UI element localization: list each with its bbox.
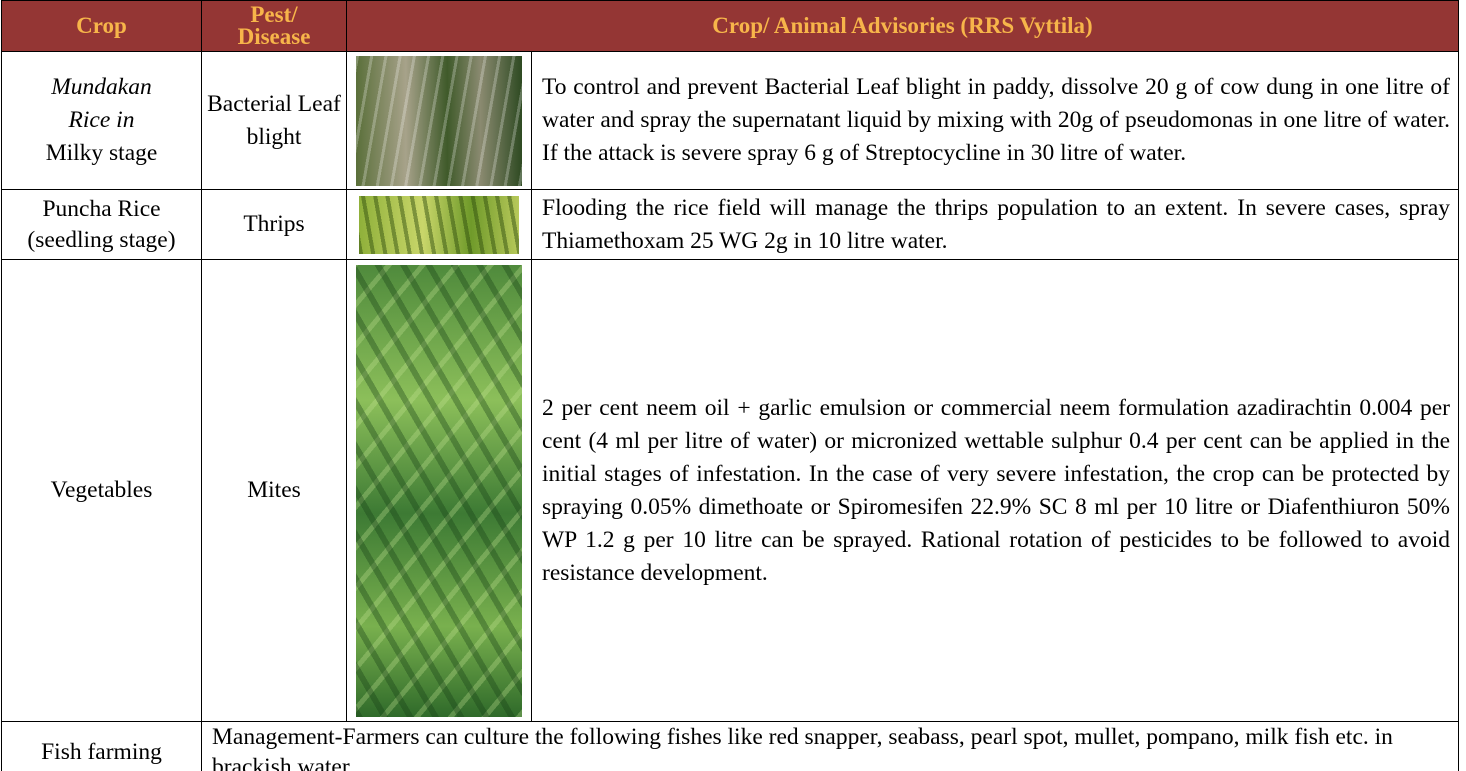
- advisory-cell: 2 per cent neem oil + garlic emulsion or…: [532, 260, 1459, 722]
- photo-cell: [347, 190, 532, 260]
- crop-cell: Fish farming: [2, 722, 202, 771]
- advisory-table: Crop Pest/ Disease Crop/ Animal Advisori…: [1, 0, 1459, 771]
- advisory-cell: Flooding the rice field will manage the …: [532, 190, 1459, 260]
- crop-italic: Mundakan Rice in: [6, 71, 197, 137]
- header-cell: Crop: [2, 1, 202, 52]
- crop: Milky stage: [46, 140, 158, 166]
- photo: [359, 196, 519, 254]
- header-cell: Crop/ Animal Advisories (RRS Vyttila): [347, 1, 1459, 52]
- header-row: Crop Pest/ Disease Crop/ Animal Advisori…: [2, 1, 1459, 52]
- advisory-cell: To control and prevent Bacterial Leaf bl…: [532, 52, 1459, 190]
- pest-cell: Bacterial Leaf blight: [202, 52, 347, 190]
- crop-cell: Mundakan Rice in Milky stage: [2, 52, 202, 190]
- pest-cell: Thrips: [202, 190, 347, 260]
- photo: [356, 56, 522, 186]
- header-cell: Pest/ Disease: [202, 1, 347, 52]
- row: Puncha Rice (seedling stage) Thrips Floo…: [2, 190, 1459, 260]
- row: Mundakan Rice in Milky stage Bacterial Le…: [2, 52, 1459, 190]
- photo-cell: [347, 260, 532, 722]
- crop-cell: Puncha Rice (seedling stage): [2, 190, 202, 260]
- row: Vegetables Mites 2 per cent neem oil + g…: [2, 260, 1459, 722]
- row: Fish farming Management-Farmers can cult…: [2, 722, 1459, 771]
- photo: [356, 265, 522, 717]
- crop-cell: Vegetables: [2, 260, 202, 722]
- photo-cell: [347, 52, 532, 190]
- page: Crop Pest/ Disease Crop/ Animal Advisori…: [0, 0, 1466, 771]
- advisory-cell: Management-Farmers can culture the follo…: [202, 722, 1459, 771]
- pest-cell: Mites: [202, 260, 347, 722]
